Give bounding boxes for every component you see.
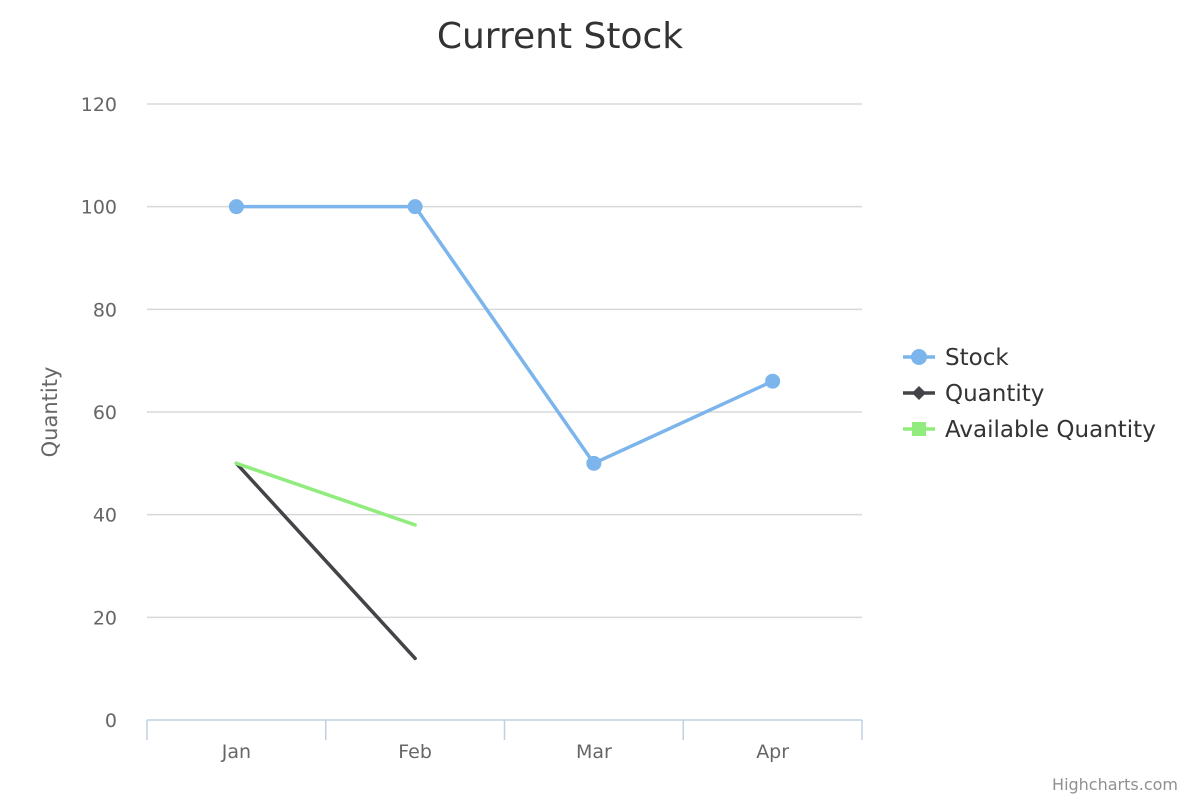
y-tick-label: 0 [105, 710, 117, 732]
y-axis-label: Quantity [38, 367, 62, 458]
data-point[interactable] [407, 199, 423, 215]
legend-marker[interactable] [911, 349, 927, 365]
legend-item[interactable]: Available Quantity [903, 417, 1156, 443]
legend-item[interactable]: Quantity [903, 381, 1044, 407]
x-tick-label: Feb [398, 741, 432, 763]
x-tick-label: Jan [221, 741, 251, 763]
series-quantity [234, 461, 417, 661]
legend-label: Stock [945, 345, 1009, 371]
series-available-quantity [234, 461, 417, 527]
chart-title: Current Stock [437, 16, 683, 57]
grid [147, 103, 862, 619]
series-stock [228, 199, 781, 471]
series-line[interactable] [234, 461, 417, 527]
legend-marker[interactable] [912, 422, 926, 436]
y-tick-label: 20 [93, 607, 117, 629]
series-line[interactable] [234, 204, 775, 466]
series-line[interactable] [234, 461, 417, 661]
x-axis: Jan Feb Mar Apr [146, 719, 863, 763]
y-tick-label: 80 [93, 299, 117, 321]
legend-label: Available Quantity [945, 417, 1156, 443]
credits[interactable]: Highcharts.com [1052, 775, 1178, 794]
legend-marker[interactable] [912, 386, 926, 400]
data-point[interactable] [765, 373, 781, 389]
y-tick-label: 60 [93, 402, 117, 424]
y-tick-label: 120 [81, 94, 117, 116]
legend-label: Quantity [945, 381, 1044, 407]
series-layer [228, 199, 781, 661]
x-tick-label: Apr [756, 741, 789, 763]
y-tick-label: 40 [93, 505, 117, 527]
y-axis-ticks: 0 20 40 60 80 100 120 [81, 94, 117, 732]
data-point[interactable] [228, 199, 244, 215]
y-tick-label: 100 [81, 197, 117, 219]
data-point[interactable] [586, 455, 602, 471]
legend-item[interactable]: Stock [903, 345, 1009, 371]
legend: Stock Quantity Available Quantity [903, 345, 1156, 443]
x-tick-label: Mar [576, 741, 612, 763]
